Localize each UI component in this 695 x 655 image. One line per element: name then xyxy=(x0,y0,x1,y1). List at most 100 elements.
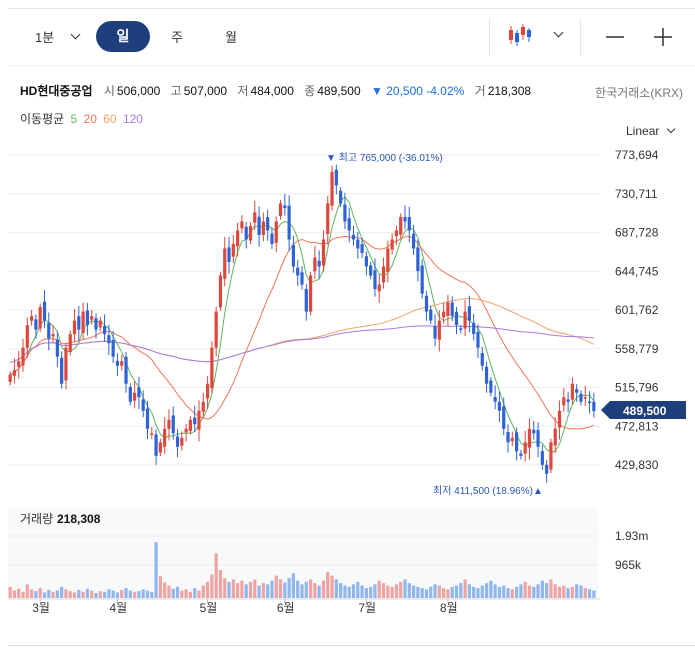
x-tick-label: 6월 xyxy=(277,601,295,615)
candle-body xyxy=(300,272,304,285)
candle-body xyxy=(549,442,553,470)
candle-body xyxy=(390,239,394,250)
candle-body xyxy=(236,230,240,247)
candle-body xyxy=(102,326,107,335)
candle-body xyxy=(463,311,467,329)
timeframe-1min[interactable]: 1분 xyxy=(35,30,55,45)
candle-body xyxy=(446,302,450,316)
volume-bar xyxy=(248,581,253,598)
candlestick-icon[interactable] xyxy=(507,24,533,48)
candle-body xyxy=(145,408,150,429)
candle-body xyxy=(424,295,429,312)
volume-bar xyxy=(77,589,81,598)
candle-body xyxy=(351,234,356,240)
volume-bar xyxy=(394,584,399,598)
volume-bar xyxy=(167,585,171,598)
volume-bar xyxy=(227,581,231,598)
ma-120-line xyxy=(9,325,594,363)
bottom-border xyxy=(8,645,695,646)
candle-body xyxy=(459,328,463,330)
candle-body xyxy=(442,311,446,318)
volume-bar xyxy=(150,591,154,598)
volume-bar xyxy=(115,592,120,598)
candle-body xyxy=(180,437,184,446)
candle-body xyxy=(343,204,347,222)
volume-bar xyxy=(514,586,519,598)
volume-bar xyxy=(411,585,416,598)
volume-bar xyxy=(446,589,450,598)
scale-selector[interactable]: Linear xyxy=(626,124,676,138)
volume-bar xyxy=(519,584,523,598)
candle-body xyxy=(184,428,188,433)
y-tick-label: 472,813 xyxy=(615,419,659,433)
candle-body xyxy=(218,275,223,308)
candle-body xyxy=(510,437,514,442)
candle-body xyxy=(158,442,162,453)
plus-icon[interactable] xyxy=(653,27,673,47)
volume-bar xyxy=(120,589,124,598)
candle-body xyxy=(575,389,579,393)
volume-bar xyxy=(437,585,441,598)
volume-bar xyxy=(480,585,484,598)
candle-body xyxy=(381,266,386,283)
volume-bar xyxy=(467,584,471,598)
candle-body xyxy=(407,217,411,231)
volume-bar xyxy=(218,570,223,598)
volume-bar xyxy=(266,584,270,598)
timeframe-week-tab[interactable]: 주 xyxy=(171,30,183,45)
close-value: 489,500 xyxy=(317,84,361,98)
volume-bar xyxy=(201,585,205,598)
candle-body xyxy=(429,309,433,321)
candle-body xyxy=(201,401,205,412)
candle-body xyxy=(493,397,497,402)
volume-bar xyxy=(472,586,476,598)
change-value: ▼ 20,500 -4.02% xyxy=(371,84,465,98)
minus-icon[interactable] xyxy=(605,27,625,47)
volume-bar xyxy=(308,579,313,598)
volume-bar xyxy=(163,582,167,598)
candle-body xyxy=(326,203,330,235)
candle-body xyxy=(321,239,326,266)
x-tick-label: 5월 xyxy=(200,601,218,615)
candle-body xyxy=(317,260,321,267)
candle-body xyxy=(308,275,313,312)
volume-bar xyxy=(154,542,158,598)
candle-body xyxy=(21,347,25,366)
timeframe-day-tab[interactable]: 일 xyxy=(96,21,150,52)
candle-body xyxy=(240,221,244,229)
volume-bar xyxy=(51,591,55,598)
volume-bar xyxy=(133,591,137,598)
volume-bar xyxy=(450,586,454,598)
volume-bar xyxy=(12,590,17,598)
timeframe-month-tab[interactable]: 월 xyxy=(225,30,237,45)
low-value: 484,000 xyxy=(250,84,294,98)
volume-bar xyxy=(420,588,424,598)
volume-bar xyxy=(326,571,330,598)
candle-body xyxy=(137,387,141,398)
volume-bar xyxy=(489,580,493,598)
y-tick-label: 773,694 xyxy=(615,148,659,162)
volume-bar xyxy=(287,578,291,598)
volume-bar xyxy=(476,588,480,598)
volume-bar xyxy=(463,579,467,598)
moving-average-legend[interactable]: 이동평균 5 20 60 120 xyxy=(20,110,146,127)
volume-bar xyxy=(300,584,304,598)
candle-body xyxy=(566,399,570,402)
divider xyxy=(489,18,490,56)
volume-bar xyxy=(553,584,557,598)
volume-bar xyxy=(98,591,102,598)
volume-bar xyxy=(274,575,278,598)
candle-body xyxy=(467,306,471,321)
volume-bar xyxy=(399,581,403,598)
volume-value: 218,308 xyxy=(487,84,532,98)
candles xyxy=(8,164,596,483)
candle-body xyxy=(476,331,480,348)
volume-bar xyxy=(184,589,188,598)
volume-bar xyxy=(90,590,94,598)
chart-toolbar: 1분 일 주 월 xyxy=(8,9,695,66)
candle-body xyxy=(484,366,489,384)
volume-bar xyxy=(381,583,386,598)
volume-bar xyxy=(94,593,98,598)
volume-bar xyxy=(270,580,274,598)
